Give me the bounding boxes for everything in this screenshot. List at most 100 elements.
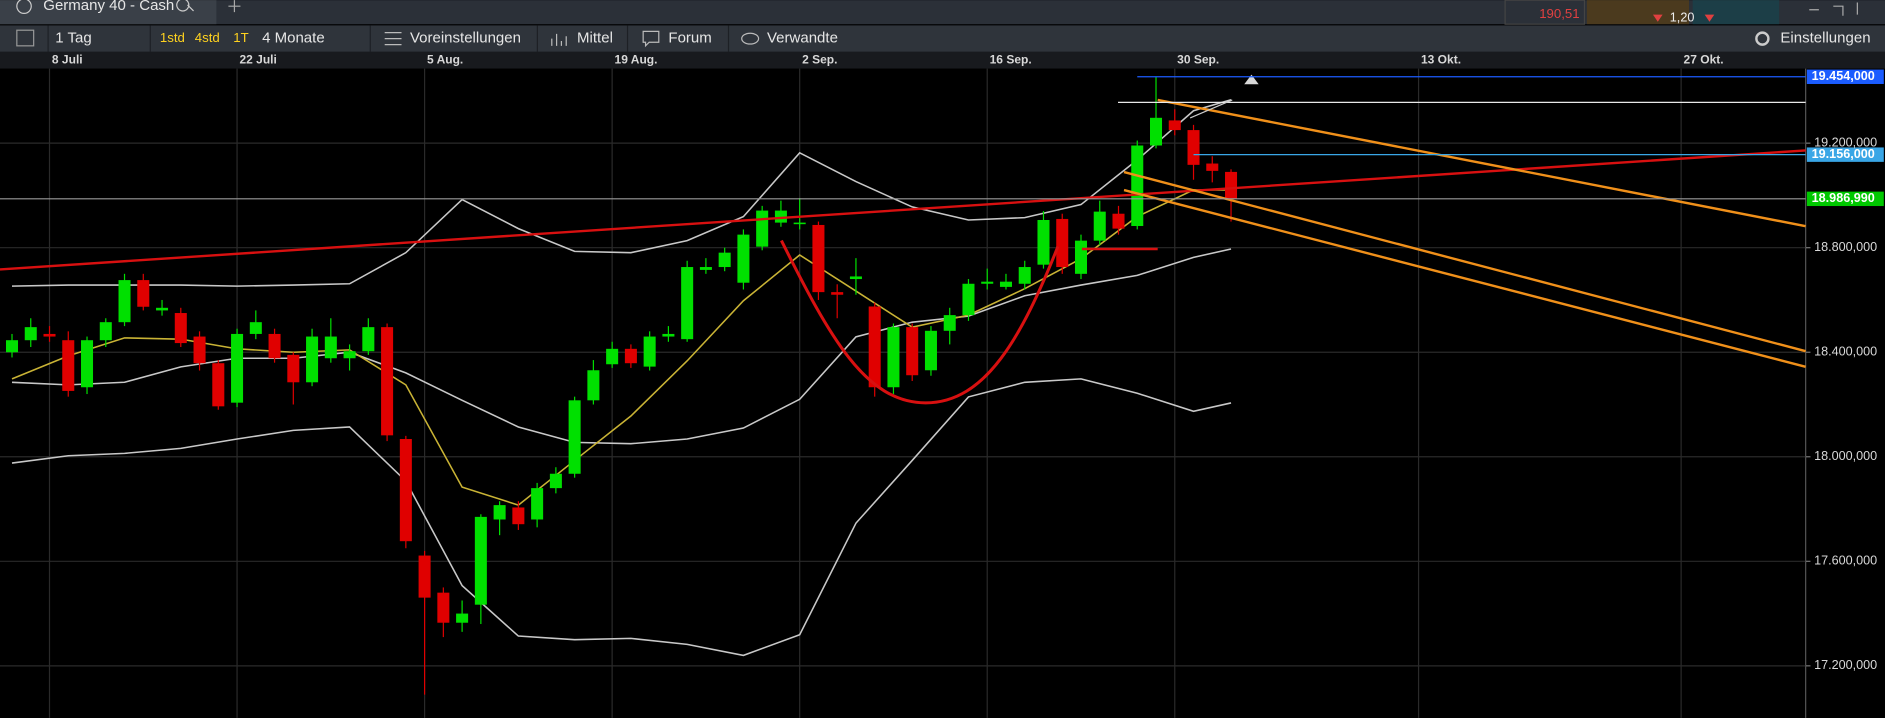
x-tick-label: 27 Okt.	[1684, 52, 1724, 66]
buy-box[interactable]	[1692, 0, 1780, 25]
candle-body	[306, 336, 319, 383]
alert-marker[interactable]	[1244, 74, 1259, 85]
candle-body	[231, 333, 244, 403]
channel-line	[1123, 188, 1806, 368]
candle-body	[962, 283, 975, 316]
candle-body	[662, 333, 675, 337]
candle-body	[981, 281, 994, 284]
candle-body	[774, 210, 787, 223]
candle-body	[399, 438, 412, 542]
x-tick-label: 13 Okt.	[1421, 52, 1461, 66]
candle-body	[1056, 218, 1069, 268]
candle-body	[437, 592, 450, 623]
plot-area	[0, 68, 1806, 718]
x-tick-label: 5 Aug.	[427, 52, 463, 66]
candle-body	[212, 363, 225, 407]
y-tick-label: 18.800,000	[1814, 240, 1877, 254]
price-label: 19.454,000	[1812, 69, 1875, 83]
indicator-line	[11, 378, 1232, 657]
candle-body	[1225, 171, 1238, 199]
interval-1std[interactable]: 1std	[160, 30, 185, 45]
tab[interactable]	[0, 0, 217, 25]
candle-body	[287, 354, 300, 383]
y-tick-label: 18.400,000	[1814, 345, 1877, 359]
indicators[interactable]: Mittel	[577, 30, 613, 47]
drawings	[0, 74, 1806, 405]
indicators-icon	[551, 33, 567, 46]
candle-body	[1037, 219, 1050, 265]
down-arrow	[1652, 14, 1663, 22]
candle-body	[1131, 145, 1144, 227]
candle-body	[268, 333, 281, 359]
y-tick-label: 19.200,000	[1814, 135, 1877, 149]
candle-body	[624, 348, 637, 364]
price-label-box	[1806, 147, 1884, 162]
candle-body	[99, 322, 112, 341]
related[interactable]: Verwandte	[767, 30, 838, 47]
candle-body	[531, 488, 544, 520]
price-lines: 19.454,000 19.156,000 18.986,990	[0, 69, 1884, 207]
price-label-box	[1806, 69, 1884, 84]
candle-body	[324, 336, 337, 359]
forum[interactable]: Forum	[668, 30, 711, 47]
candle-body	[756, 210, 769, 247]
candle-body	[62, 340, 75, 391]
presets[interactable]: Voreinstellungen	[410, 30, 521, 47]
candle-body	[887, 327, 900, 388]
x-tick-label: 16 Sep.	[990, 52, 1032, 66]
candle-body	[568, 400, 581, 474]
candle-body	[81, 340, 94, 388]
candle-body	[1149, 117, 1163, 146]
candle-body	[849, 276, 862, 280]
price-label: 19.156,000	[1812, 147, 1875, 161]
trend-line	[0, 149, 1806, 271]
candle-body	[699, 267, 712, 270]
candle-body	[1093, 211, 1106, 241]
candle-body	[924, 330, 937, 371]
y-tick-label: 17.600,000	[1814, 554, 1877, 568]
candle-body	[1074, 240, 1088, 274]
candle-body	[643, 336, 656, 367]
candle-body	[137, 280, 150, 307]
interval[interactable]: 1 Tag	[55, 30, 91, 47]
candle-body	[737, 234, 750, 283]
candle-body	[362, 327, 375, 352]
add-tab[interactable]	[228, 0, 241, 13]
range[interactable]: 4 Monate	[262, 30, 325, 47]
candles	[5, 76, 1238, 695]
candle-body	[456, 613, 469, 623]
candle-body	[381, 327, 394, 436]
sell-box[interactable]	[1586, 0, 1690, 25]
candle-body	[343, 351, 356, 359]
interval-4std[interactable]: 4std	[195, 30, 220, 45]
forum-icon	[642, 30, 660, 48]
candle-body	[249, 322, 262, 334]
candle-body	[1112, 213, 1125, 229]
candle-body	[474, 516, 487, 605]
window-controls[interactable]	[1809, 2, 1858, 16]
candle-body	[868, 306, 881, 388]
candle-body	[1187, 130, 1200, 165]
x-tick-label: 19 Aug.	[615, 52, 658, 66]
x-tick-label: 8 Juli	[52, 52, 83, 66]
candle-body	[681, 267, 694, 340]
candle-body	[606, 348, 619, 365]
search-icon[interactable]	[176, 0, 194, 12]
candle-body	[5, 340, 19, 353]
candle-body	[156, 307, 169, 311]
channel-line	[1123, 170, 1806, 353]
settings[interactable]: Einstellungen	[1780, 30, 1870, 47]
x-tick-label: 30 Sep.	[1177, 52, 1219, 66]
grid	[0, 68, 1806, 718]
channel-line	[1157, 98, 1806, 228]
layout-icon[interactable]	[16, 29, 35, 47]
interval-1t[interactable]: 1T	[233, 30, 248, 45]
candle-body	[174, 313, 187, 344]
candle-body	[193, 336, 206, 364]
candle-body	[24, 327, 37, 341]
candle-body	[718, 252, 731, 268]
candle-body	[999, 281, 1012, 287]
y-tick-label: 18.000,000	[1814, 449, 1877, 463]
